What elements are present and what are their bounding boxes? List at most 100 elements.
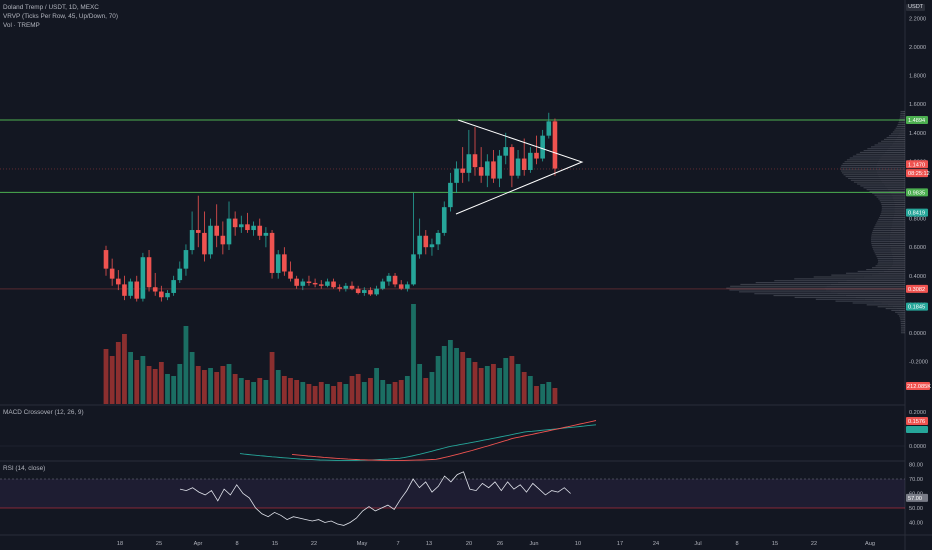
candle-body (300, 281, 306, 286)
candle-body (239, 224, 244, 228)
candle-body (109, 268, 115, 279)
vrvp-row-down (873, 300, 905, 302)
volume-bar (122, 334, 127, 404)
vrvp-row-up (871, 235, 890, 237)
candle-body (251, 225, 256, 231)
vrvp-row-up (846, 159, 879, 161)
vrvp-row-up (831, 274, 872, 276)
volume-profile (726, 110, 905, 334)
time-axis-label: 26 (497, 541, 503, 547)
volume-bar (349, 376, 355, 404)
vrvp-row-up (866, 189, 888, 191)
vrvp-row-down (900, 127, 905, 129)
volume-bar (214, 372, 220, 404)
macd-legend[interactable]: MACD Crossover (12, 26, 9) (3, 409, 84, 416)
candle-body (318, 284, 324, 286)
vrvp-row-down (889, 241, 905, 243)
volume-bar (245, 380, 250, 404)
vrvp-row-down (889, 239, 905, 241)
volume-bar (269, 352, 275, 404)
vrvp-row-up (895, 127, 901, 129)
price-scale-label: 1.8000 (909, 74, 926, 80)
vrvp-row-up (874, 252, 892, 254)
currency-label[interactable]: USDT (906, 4, 926, 11)
candle-body (195, 230, 201, 233)
volume-legend[interactable]: Vol · TREMP (3, 22, 40, 29)
symbol-legend[interactable]: Doland Tremp / USDT, 1D, MEXC (3, 4, 99, 11)
time-axis-label: 10 (575, 541, 581, 547)
vrvp-row-up (897, 313, 902, 315)
vrvp-row-down (903, 332, 905, 334)
vrvp-row-up (881, 211, 895, 213)
time-axis-label: Aug (865, 541, 875, 547)
vrvp-row-down (875, 168, 905, 170)
volume-bar (460, 352, 466, 404)
candle-body (528, 152, 533, 170)
price-scale-label: 2.0000 (909, 45, 926, 51)
time-axis-label: 17 (617, 541, 623, 547)
candle-body (540, 135, 545, 159)
volume-bar (361, 382, 367, 404)
candle-body (546, 121, 552, 136)
vrvp-row-down (889, 235, 905, 237)
volume-bar (325, 384, 330, 404)
volume-bar (109, 356, 115, 404)
vrvp-row-up (872, 248, 891, 250)
volume-bar (521, 372, 527, 404)
candle-body (288, 271, 293, 279)
time-axis-label: Jul (694, 541, 701, 547)
candle-body (491, 161, 496, 179)
time-axis-label: 7 (396, 541, 399, 547)
volume-bar (251, 382, 256, 404)
volume-bar (497, 368, 502, 404)
vrvp-row-down (892, 220, 905, 222)
candle-body (275, 254, 281, 273)
vrvp-row-down (824, 287, 905, 289)
rsi-legend[interactable]: RSI (14, close) (3, 465, 46, 472)
vrvp-row-up (871, 233, 890, 235)
time-axis-label: 20 (466, 541, 472, 547)
candle-body (122, 284, 127, 296)
vrvp-row-up (857, 183, 884, 185)
vrvp-row-down (902, 116, 905, 118)
vrvp-row-down (891, 144, 905, 146)
low-tag-bg (906, 302, 928, 311)
volume-bar (202, 370, 207, 404)
vrvp-row-up (898, 122, 903, 124)
vrvp-row-up (873, 228, 891, 230)
vrvp-row-up (850, 179, 881, 181)
vrvp-row-up (841, 164, 877, 166)
vrvp-row-up (815, 298, 865, 300)
volume-bar (380, 380, 386, 404)
vrvp-row-up (878, 218, 893, 220)
vrvp-row-down (888, 148, 905, 150)
vrvp-row-down (871, 274, 905, 276)
volume-bar (484, 366, 490, 404)
vrvp-row-down (894, 140, 905, 142)
vrvp-legend[interactable]: VRVP (Ticks Per Row, 45, Up/Down, 70) (3, 13, 118, 20)
vrvp-row-up (875, 265, 892, 267)
rsi-scale-label: 50.00 (909, 506, 923, 512)
vrvp-row-up (871, 146, 890, 148)
vrvp-row-down (902, 112, 905, 114)
candle-body (159, 291, 164, 298)
vrvp-row-down (876, 170, 905, 172)
vrvp-row-up (849, 157, 881, 159)
candle-body (423, 235, 429, 248)
vrvp-row-up (879, 215, 894, 217)
volume-bar (429, 372, 435, 404)
vrvp-row-up (899, 118, 903, 120)
vrvp-row-down (889, 242, 905, 245)
vrvp-row-up (891, 309, 899, 311)
candle-body (245, 224, 250, 231)
vrvp-row-down (893, 216, 905, 219)
vrvp-row-up (876, 222, 893, 224)
triangle-pattern (455, 119, 584, 215)
candle-body (257, 225, 263, 236)
vrvp-row-down (892, 306, 905, 308)
vrvp-row-down (897, 135, 905, 137)
volume-bar (128, 352, 133, 404)
vrvp-row-up (863, 187, 887, 189)
